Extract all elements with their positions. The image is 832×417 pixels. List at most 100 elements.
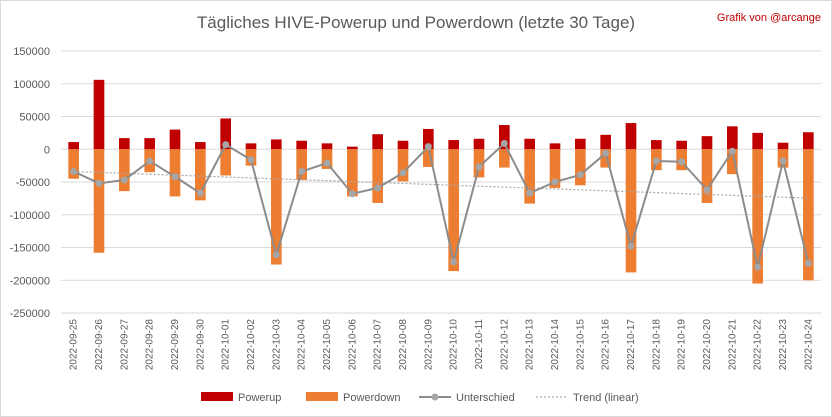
powerup-bar — [271, 139, 282, 150]
powerdown-bar — [372, 149, 383, 203]
powerup-bar — [144, 138, 155, 150]
legend-swatch-powerdown — [306, 392, 338, 401]
unterschied-marker — [652, 157, 660, 165]
unterschied-marker — [95, 179, 103, 187]
y-tick-label: 50000 — [19, 112, 50, 124]
powerup-bar — [321, 143, 333, 150]
bar-layer — [68, 79, 814, 284]
unterschied-marker — [703, 186, 711, 194]
powerdown-bar — [296, 149, 307, 181]
powerup-bar — [803, 132, 814, 150]
unterschied-marker — [500, 139, 508, 147]
x-tick-label: 2022-10-18 — [651, 319, 662, 371]
powerup-bar — [68, 142, 79, 150]
unterschied-marker — [171, 173, 179, 181]
powerup-bar — [296, 140, 307, 150]
line-layer — [70, 139, 812, 271]
powerdown-bar — [803, 149, 814, 281]
y-tick-label: 0 — [44, 144, 50, 156]
chart-credit: Grafik von @arcange — [717, 12, 821, 24]
x-tick-label: 2022-09-25 — [69, 319, 80, 371]
powerup-bar — [575, 138, 586, 150]
y-tick-label: 100000 — [13, 79, 50, 91]
grid-layer — [61, 50, 821, 314]
x-tick-label: 2022-10-21 — [727, 319, 738, 371]
legend-label-trend: Trend (linear) — [573, 392, 639, 404]
powerdown-bar — [93, 149, 105, 253]
x-tick-label: 2022-10-22 — [753, 319, 764, 371]
unterschied-marker — [627, 242, 635, 250]
powerdown-bar — [524, 149, 535, 204]
powerdown-bar — [499, 149, 510, 168]
x-tick-label: 2022-10-11 — [474, 319, 485, 370]
y-tick-label: 150000 — [13, 46, 50, 58]
powerup-bar — [220, 118, 231, 150]
legend-label-powerup: Powerup — [238, 392, 281, 404]
x-tick-label: 2022-09-26 — [94, 319, 105, 371]
x-tick-label: 2022-10-19 — [677, 319, 688, 371]
powerup-bar — [701, 136, 713, 150]
x-tick-label: 2022-09-27 — [119, 319, 130, 371]
x-tick-label: 2022-10-12 — [499, 319, 510, 371]
legend-swatch-powerup — [201, 392, 233, 401]
legend-marker-unterschied — [431, 393, 439, 401]
legend: Powerup Powerdown Unterschied Trend (lin… — [201, 392, 639, 404]
unterschied-marker — [399, 169, 407, 177]
x-tick-label: 2022-10-14 — [550, 319, 561, 371]
x-tick-label: 2022-10-03 — [271, 319, 282, 371]
powerup-bar — [777, 142, 789, 150]
chart-title: Tägliches HIVE-Powerup und Powerdown (le… — [197, 13, 635, 32]
unterschied-marker — [779, 157, 787, 165]
powerdown-bar — [423, 149, 434, 167]
powerdown-bar — [600, 149, 611, 168]
unterschied-marker — [551, 178, 559, 186]
x-tick-label: 2022-09-28 — [145, 319, 156, 371]
powerup-bar — [423, 128, 434, 150]
unterschied-marker — [678, 158, 686, 166]
powerdown-bar — [68, 149, 79, 179]
x-tick-label: 2022-10-02 — [246, 319, 257, 371]
unterschied-marker — [348, 190, 356, 198]
powerdown-bar — [625, 149, 637, 273]
x-tick-label: 2022-09-30 — [195, 319, 206, 371]
powerdown-bar — [347, 149, 358, 197]
unterschied-marker — [120, 176, 128, 184]
unterschied-marker — [247, 156, 255, 164]
powerdown-bar — [397, 149, 409, 182]
powerdown-bar — [752, 149, 763, 284]
x-tick-label: 2022-10-05 — [322, 319, 333, 371]
powerdown-bar — [119, 149, 130, 192]
powerup-bar — [372, 134, 383, 150]
unterschied-marker — [576, 171, 584, 179]
unterschied-marker — [728, 147, 736, 155]
x-tick-label: 2022-10-09 — [423, 319, 434, 371]
unterschied-marker — [298, 168, 306, 176]
powerup-bar — [727, 126, 738, 150]
powerup-bar — [752, 132, 763, 150]
unterschied-marker — [272, 251, 280, 259]
x-tick-label: 2022-10-16 — [601, 319, 612, 371]
unterschied-marker — [323, 159, 331, 167]
legend-label-powerdown: Powerdown — [343, 392, 400, 404]
powerup-bar — [347, 146, 358, 150]
unterschied-marker — [804, 259, 812, 267]
powerdown-bar — [575, 149, 586, 186]
unterschied-marker — [475, 163, 483, 171]
powerdown-bar — [727, 149, 738, 175]
x-tick-label: 2022-10-24 — [803, 319, 814, 371]
x-tick-label: 2022-10-01 — [221, 319, 232, 371]
powerup-bar — [397, 140, 409, 150]
powerup-bar — [93, 79, 105, 150]
unterschied-marker — [70, 168, 78, 176]
y-tick-label: -250000 — [10, 308, 50, 320]
powerup-bar — [245, 143, 257, 150]
powerdown-bar — [169, 149, 181, 197]
powerup-bar — [625, 123, 637, 150]
y-tick-label: -100000 — [10, 210, 50, 222]
x-tick-label: 2022-10-15 — [575, 319, 586, 371]
x-tick-label: 2022-10-23 — [778, 319, 789, 371]
x-tick-label: 2022-10-06 — [347, 319, 358, 371]
powerdown-bar — [701, 149, 713, 203]
x-axis: 2022-09-25 2022-09-26 2022-09-27 2022-09-28… — [69, 319, 815, 371]
